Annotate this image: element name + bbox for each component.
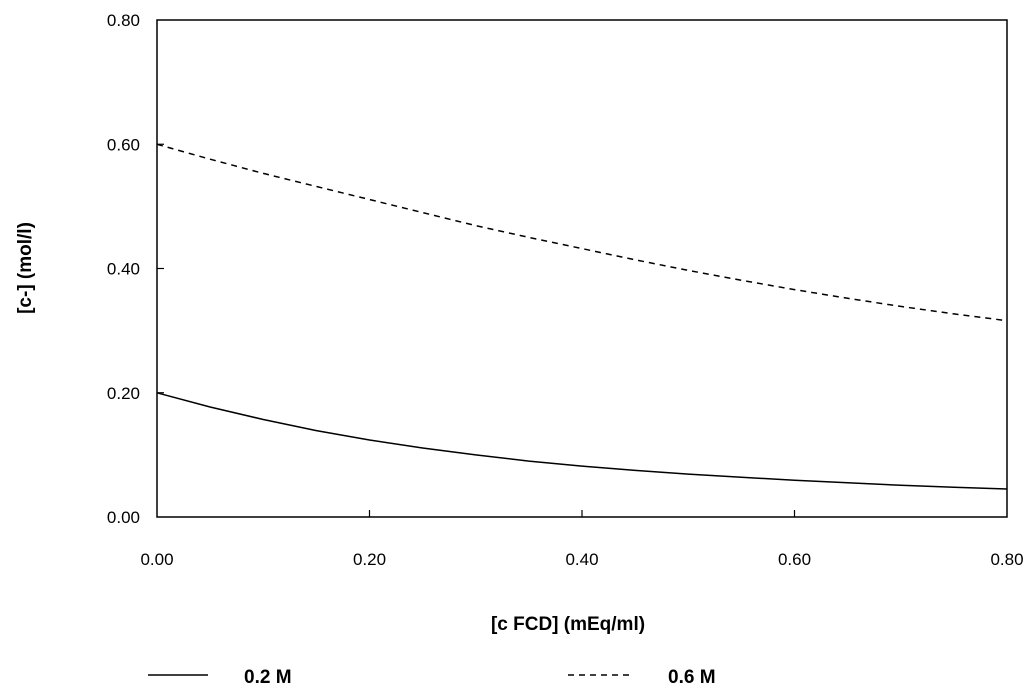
y-tick-label: 0.80 <box>107 11 140 30</box>
legend: 0.2 M 0.6 M <box>148 667 716 687</box>
x-axis-ticks: 0.00 0.20 0.40 0.60 0.80 <box>140 510 1024 569</box>
plot-frame <box>156 19 1008 518</box>
series-line-1 <box>156 392 1008 490</box>
series-lines <box>156 143 1008 490</box>
y-tick-label: 0.60 <box>107 135 140 154</box>
y-axis-ticks: 0.00 0.20 0.40 0.60 0.80 <box>107 11 164 527</box>
x-tick-label: 0.20 <box>353 550 386 569</box>
legend-label: 0.6 M <box>668 667 716 687</box>
x-tick-label: 0.80 <box>990 550 1023 569</box>
x-axis-title: [c FCD] (mEq/ml) <box>491 614 645 635</box>
x-tick-label: 0.40 <box>565 550 598 569</box>
y-tick-label: 0.00 <box>107 508 140 527</box>
y-tick-label: 0.20 <box>107 384 140 403</box>
series-line-2 <box>156 143 1008 322</box>
y-tick-label: 0.40 <box>107 260 140 279</box>
legend-label: 0.2 M <box>244 667 292 687</box>
y-axis-title: [c-] (mol/l) <box>15 222 36 314</box>
x-tick-label: 0.00 <box>140 550 173 569</box>
x-tick-label: 0.60 <box>778 550 811 569</box>
